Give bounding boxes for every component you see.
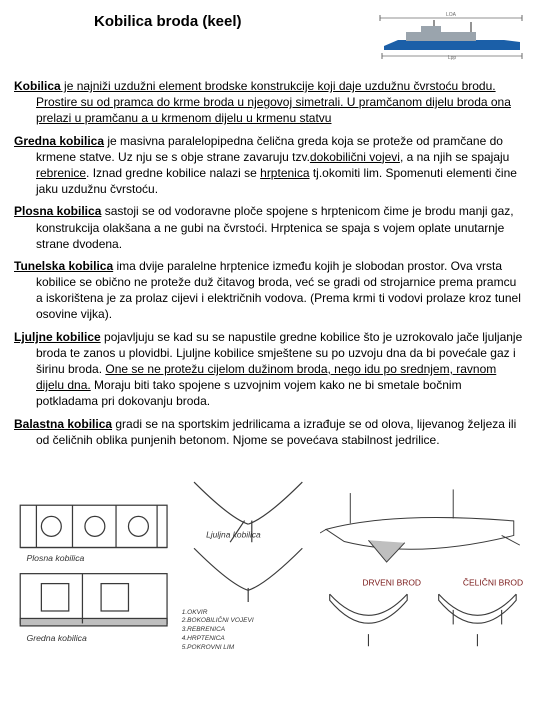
term: Plosna kobilica bbox=[14, 204, 101, 218]
entry-plosna: Plosna kobilica sastoji se od vodoravne … bbox=[14, 203, 526, 252]
term: Kobilica bbox=[14, 79, 61, 93]
entry-gredna: Gredna kobilica je masivna paralelopiped… bbox=[14, 133, 526, 198]
keel-sections-diagram: Plosna kobilica Gredna kobilica bbox=[14, 499, 176, 648]
fig-caption: Ljuljna kobilica bbox=[206, 529, 261, 539]
entry-text: sastoji se od vodoravne ploče spojene s … bbox=[36, 204, 514, 250]
yacht-diagram bbox=[320, 487, 526, 572]
entry-text: rebrenice bbox=[36, 166, 86, 180]
fig-caption: Plosna kobilica bbox=[26, 553, 84, 563]
entry-text: Moraju biti tako spojene s uzvojnim voje… bbox=[36, 378, 462, 408]
entry-kobilica: Kobilica je najniži uzdužni element brod… bbox=[14, 78, 526, 127]
page-title: Kobilica broda (keel) bbox=[14, 12, 242, 32]
figures-row: Plosna kobilica Gredna kobilica Ljuljna … bbox=[14, 458, 526, 652]
svg-text:Lpp: Lpp bbox=[448, 55, 457, 60]
entry-tunelska: Tunelska kobilica ima dvije paralelne hr… bbox=[14, 258, 526, 323]
entry-balastna: Balastna kobilica gradi se na sportskim … bbox=[14, 416, 526, 448]
term: Gredna kobilica bbox=[14, 134, 104, 148]
term: Balastna kobilica bbox=[14, 417, 112, 431]
entry-text: dokobilični vojevi bbox=[310, 150, 400, 164]
hull-compare-diagram: DRVENI BROD ČELIČNI BROD bbox=[320, 576, 526, 649]
term: Tunelska kobilica bbox=[14, 259, 113, 273]
entry-ljuljne: Ljuljne kobilice pojavljuju se kad su se… bbox=[14, 329, 526, 410]
entry-text: je najniži uzdužni element brodske konst… bbox=[36, 79, 511, 125]
entry-text: hrptenica bbox=[260, 166, 309, 180]
fig-legend: 1.OKVIR 2.BOKOBILIČNI VOJEVI 3.REBRENICA… bbox=[182, 609, 314, 653]
svg-text:LOA: LOA bbox=[446, 12, 457, 18]
ship-diagram-icon: LOA Lpp bbox=[376, 12, 526, 60]
entry-text: , a na njih se spajaju bbox=[400, 150, 509, 164]
term: Ljuljne kobilice bbox=[14, 330, 101, 344]
fig-caption: Gredna kobilica bbox=[26, 633, 87, 643]
bilge-keel-diagram: Ljuljna kobilica bbox=[182, 458, 314, 602]
fig-caption: ČELIČNI BROD bbox=[463, 577, 523, 587]
entry-text: . Iznad gredne kobilice nalazi se bbox=[86, 166, 260, 180]
fig-caption: DRVENI BROD bbox=[363, 577, 422, 587]
